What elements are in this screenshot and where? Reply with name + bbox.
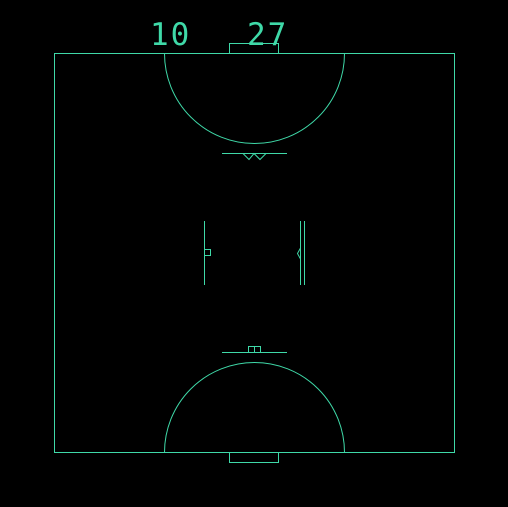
left-score: 10	[150, 17, 191, 53]
top-player	[222, 152, 287, 161]
top-goal-arc	[164, 53, 345, 144]
bottom-goal	[229, 452, 279, 463]
bottom-player	[222, 346, 287, 353]
left-player	[204, 221, 211, 285]
top-goal	[229, 43, 279, 54]
right-player	[296, 221, 305, 285]
bottom-goal-arc	[164, 362, 345, 453]
right-score: 27	[247, 17, 288, 53]
